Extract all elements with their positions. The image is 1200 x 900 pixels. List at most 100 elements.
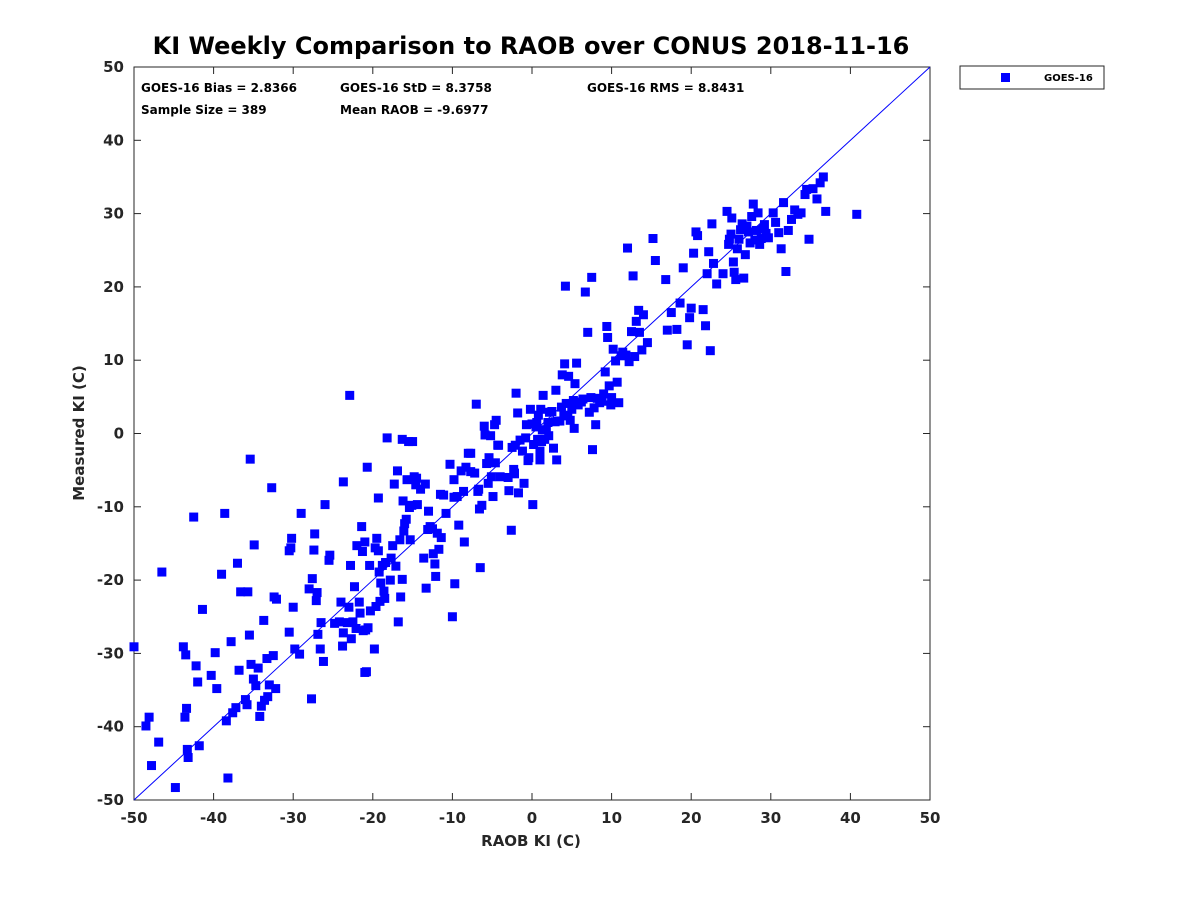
scatter-point: [288, 602, 298, 612]
sample-size-annotation: Sample Size = 389: [141, 103, 267, 117]
scatter-point: [320, 500, 330, 510]
scatter-point: [436, 533, 446, 543]
scatter-point: [379, 586, 389, 596]
scatter-point: [263, 692, 273, 702]
scatter-point: [354, 597, 364, 607]
scatter-point: [739, 273, 749, 283]
scatter-point: [852, 209, 862, 219]
chart-title: KI Weekly Comparison to RAOB over CONUS …: [153, 32, 910, 60]
scatter-point: [600, 367, 610, 377]
scatter-point: [583, 327, 593, 337]
scatter-point: [312, 588, 322, 598]
scatter-point: [382, 433, 392, 443]
scatter-point: [506, 525, 516, 535]
scatter-point: [708, 258, 718, 268]
scatter-point: [255, 711, 265, 721]
bias-annotation: GOES-16 Bias = 2.8366: [141, 81, 297, 95]
scatter-point: [689, 248, 699, 258]
y-tick-label: -50: [97, 791, 124, 809]
scatter-point: [363, 623, 373, 633]
scatter-point: [180, 712, 190, 722]
scatter-point: [535, 455, 545, 465]
scatter-point: [524, 453, 534, 463]
scatter-point: [251, 681, 261, 691]
y-tick-label: -20: [97, 571, 124, 589]
scatter-point: [355, 608, 365, 618]
scatter-point: [736, 225, 746, 235]
scatter-point: [220, 508, 230, 518]
scatter-point: [445, 459, 455, 469]
scatter-point: [352, 541, 362, 551]
scatter-point: [591, 420, 601, 430]
scatter-point: [572, 358, 582, 368]
scatter-point: [560, 359, 570, 369]
scatter-point: [373, 493, 383, 503]
scatter-point: [718, 269, 728, 279]
scatter-point: [529, 440, 539, 449]
scatter-point: [552, 455, 562, 465]
scatter-point: [392, 466, 402, 476]
scatter-point: [154, 737, 164, 747]
scatter-point: [781, 267, 791, 277]
scatter-point: [210, 648, 220, 658]
scatter-point: [568, 396, 578, 406]
scatter-point: [642, 338, 652, 348]
scatter-point: [569, 423, 579, 433]
scatter-point: [318, 656, 328, 666]
scatter-point: [372, 533, 382, 543]
scatter-point: [268, 651, 278, 661]
scatter-point: [284, 627, 294, 637]
scatter-point: [753, 208, 763, 218]
scatter-point: [431, 571, 441, 581]
legend-marker-goes-16: [1001, 73, 1010, 82]
scatter-point: [634, 327, 644, 337]
scatter-point: [309, 545, 319, 555]
scatter-point: [449, 475, 459, 485]
scatter-point: [541, 425, 551, 435]
scatter-point: [650, 256, 660, 266]
y-tick-label: -30: [97, 644, 124, 662]
y-tick-label: 20: [103, 278, 124, 296]
scatter-point: [345, 390, 355, 400]
scatter-point: [732, 244, 742, 254]
scatter-point: [236, 587, 246, 597]
scatter-point: [818, 172, 828, 182]
scatter-point: [461, 462, 471, 472]
x-tick-label: 0: [527, 809, 537, 827]
scatter-point: [731, 275, 741, 285]
scatter-point: [748, 199, 758, 209]
scatter-point: [737, 219, 747, 229]
scatter-point: [338, 477, 348, 487]
scatter-point: [750, 235, 760, 245]
scatter-point: [606, 400, 616, 410]
scatter-point: [672, 324, 682, 334]
scatter-point: [396, 592, 406, 602]
scatter-point: [245, 454, 255, 464]
scatter-point: [393, 617, 403, 627]
scatter-point: [181, 650, 191, 660]
scatter-point: [454, 520, 464, 530]
scatter-point: [197, 604, 207, 614]
scatter-point: [324, 555, 334, 565]
y-tick-label: -10: [97, 498, 124, 516]
scatter-point: [678, 263, 688, 273]
scatter-point: [511, 388, 521, 398]
scatter-series-goes-16: [129, 172, 862, 793]
scatter-point: [411, 480, 421, 490]
scatter-point: [488, 492, 498, 502]
scatter-point: [588, 445, 597, 455]
scatter-point: [475, 563, 485, 573]
y-axis-label: Measured KI (C): [70, 365, 88, 501]
scatter-point: [304, 584, 314, 594]
stats-annotations: GOES-16 Bias = 2.8366 GOES-16 StD = 8.37…: [141, 81, 744, 117]
scatter-point: [182, 744, 192, 754]
scatter-point: [189, 512, 199, 522]
scatter-point: [521, 420, 531, 430]
scatter-point: [751, 225, 761, 235]
y-tick-label: 50: [103, 58, 124, 76]
scatter-point: [490, 458, 500, 468]
scatter-point: [536, 404, 546, 414]
scatter-point: [395, 535, 405, 545]
scatter-point: [666, 308, 676, 318]
scatter-point: [421, 583, 431, 593]
